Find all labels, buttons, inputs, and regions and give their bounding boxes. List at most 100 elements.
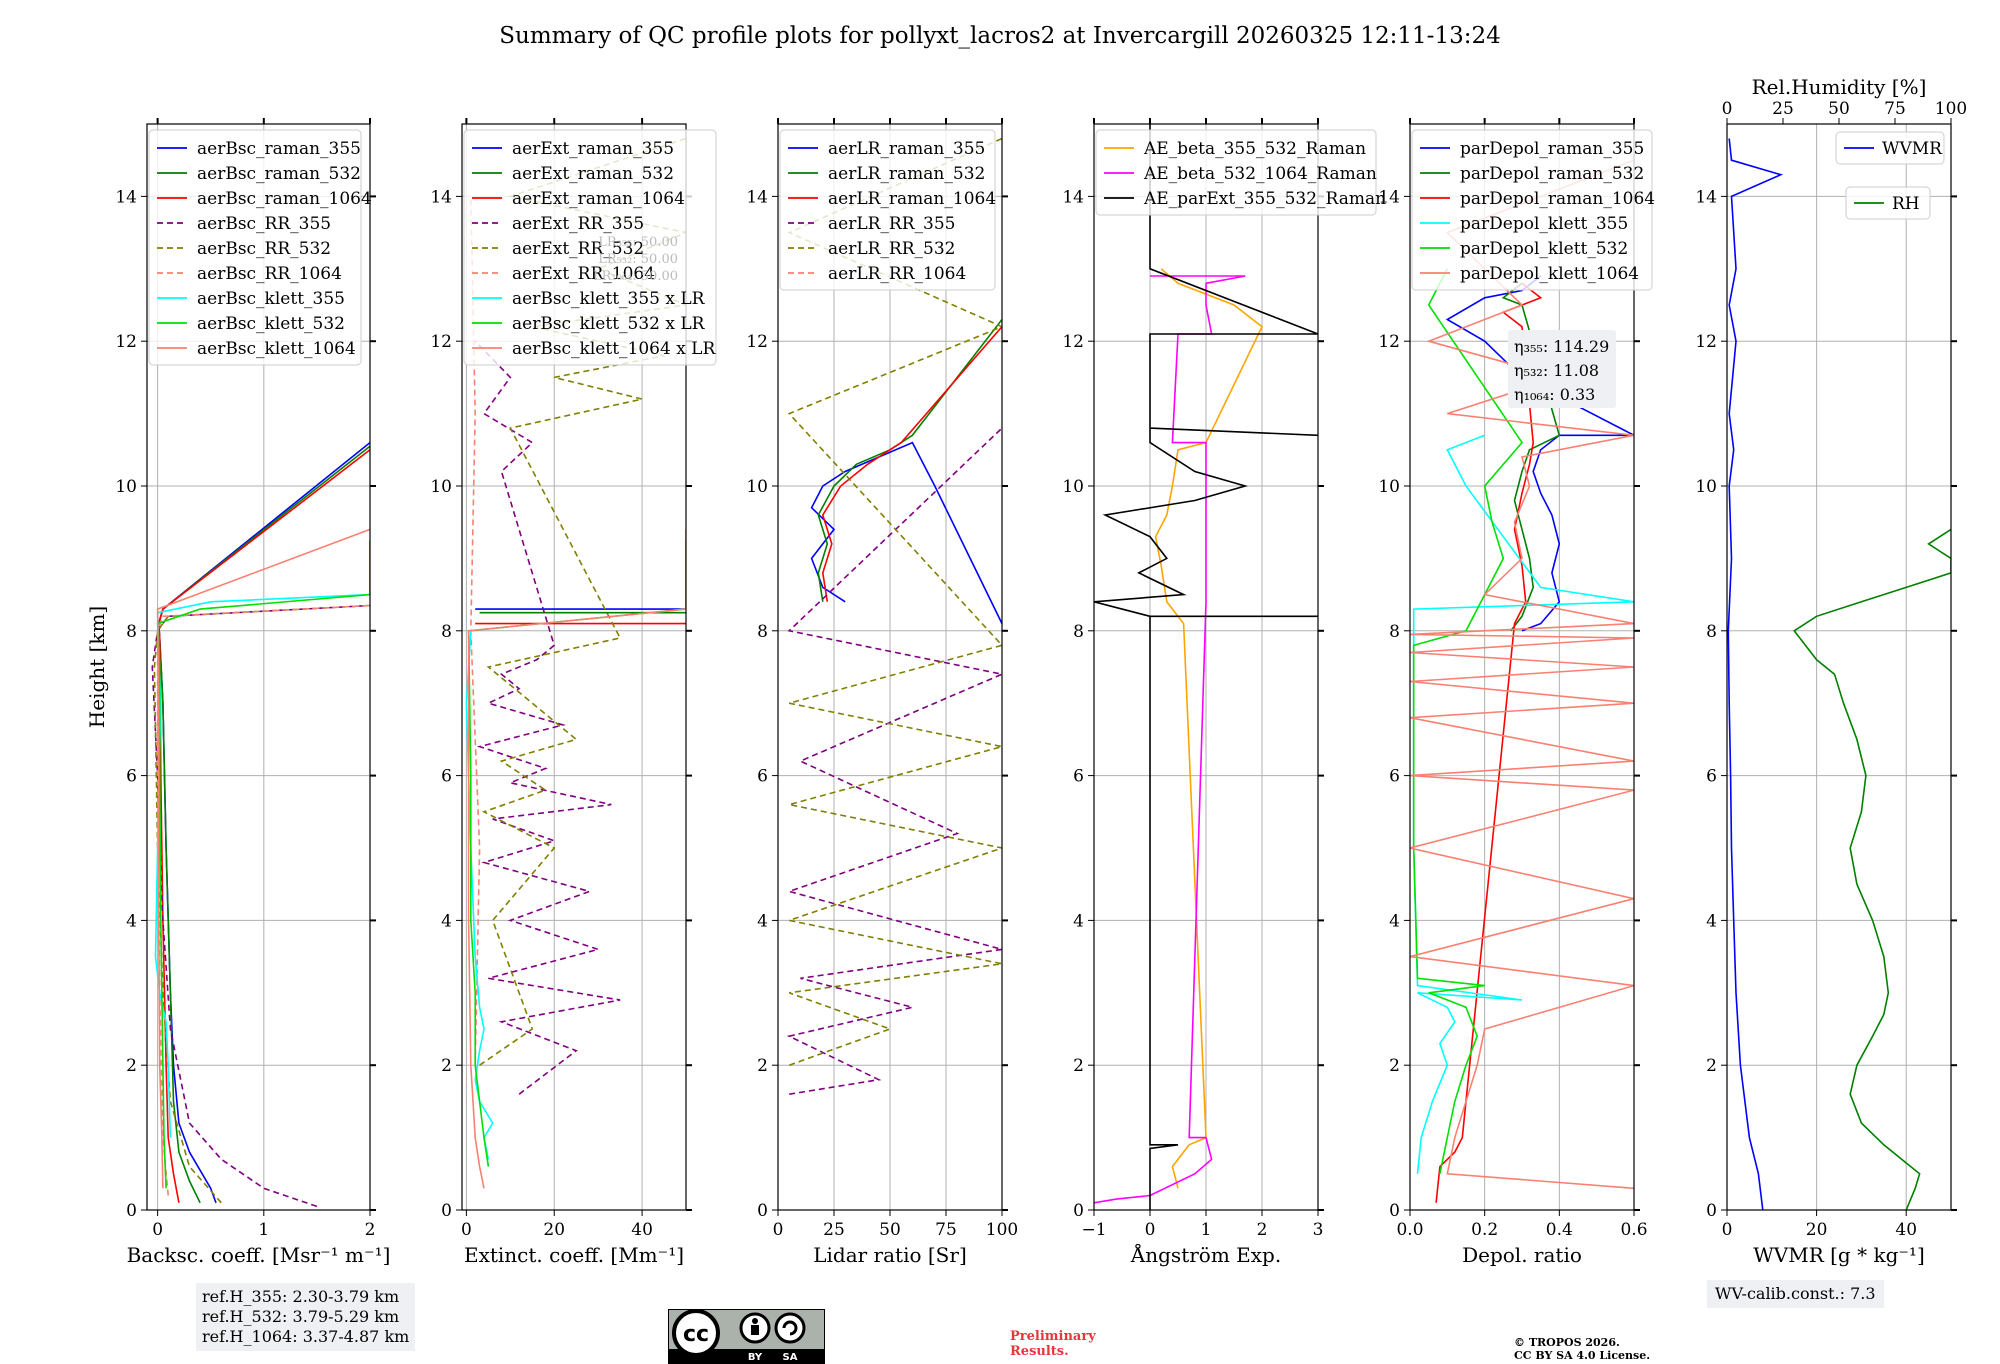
top-xtick-label: 50 — [1828, 99, 1850, 119]
legend-ext: aerExt_raman_355 aerExt_raman_532 aerExt_r… — [463, 129, 717, 366]
xtick-label: 0 — [1722, 1220, 1733, 1240]
ytick-label: 12 — [746, 332, 768, 352]
series-line-aerBsc_RR_1064 — [156, 604, 370, 1196]
series-line-WVMR — [1727, 138, 1784, 1210]
preliminary-note: Preliminary Results. — [1010, 1329, 1096, 1359]
series-line-parDepol_raman_532 — [1501, 282, 1561, 632]
xtick-label: 20 — [1806, 1220, 1828, 1240]
top-x-axis-label: Rel.Humidity [%] — [1752, 75, 1927, 99]
series-line-aerBsc_klett_532 x LR — [467, 540, 686, 1167]
ytick-label: 12 — [430, 332, 452, 352]
legend-box — [1095, 129, 1377, 216]
share-alike-icon — [774, 1312, 806, 1344]
wv-calibration-box: WV-calib.const.: 7.3 — [1707, 1280, 1884, 1308]
ytick-label: 10 — [1695, 477, 1717, 497]
legend-label: aerLR_RR_532 — [828, 239, 955, 259]
legend-label: aerBsc_raman_1064 — [197, 189, 372, 209]
legend-label: aerExt_RR_355 — [512, 214, 644, 234]
xtick-label: 0 — [773, 1220, 784, 1240]
series-line-RH — [1793, 528, 1951, 1210]
top-xtick-label: 0 — [1722, 99, 1733, 119]
legend-box — [148, 129, 362, 366]
legend-box — [463, 129, 717, 366]
ytick-label: 2 — [126, 1056, 137, 1076]
series-line-aerLR_RR_355 — [786, 427, 1002, 1095]
x-axis-label: Extinct. coeff. [Mm⁻¹] — [464, 1243, 684, 1267]
cc-sa-label: SA — [783, 1352, 798, 1363]
legend-label: parDepol_klett_1064 — [1460, 264, 1639, 284]
series-line-parDepol_klett_532 — [1412, 268, 1524, 1174]
top-xtick-label: 75 — [1884, 99, 1906, 119]
ytick-label: 2 — [441, 1056, 452, 1076]
series-line-parDepol_raman_355 — [1445, 275, 1634, 632]
series-group-wv — [1727, 138, 1951, 1210]
legend-label: aerLR_raman_355 — [828, 139, 985, 159]
axes-frame-wv — [1726, 123, 1952, 1211]
ytick-label: 14 — [115, 187, 137, 207]
xtick-label: 50 — [879, 1220, 901, 1240]
legend-label: aerExt_RR_1064 — [512, 264, 655, 284]
legend-label: aerBsc_klett_355 x LR — [512, 289, 706, 309]
legend-label: AE_beta_355_532_Raman — [1143, 139, 1366, 159]
legend-label: aerBsc_raman_532 — [197, 164, 361, 184]
series-line-parDepol_klett_1064 — [1410, 159, 1634, 1190]
xtick-label: 0.2 — [1471, 1220, 1498, 1240]
ytick-label: 14 — [1062, 187, 1084, 207]
ytick-label: 10 — [746, 477, 768, 497]
xtick-label: 0 — [1145, 1220, 1156, 1240]
lr-label: LR₅₃₂: 50.00 — [598, 252, 678, 267]
legend-label: aerBsc_RR_1064 — [197, 264, 342, 284]
xtick-label: 25 — [823, 1220, 845, 1240]
series-line-aerLR_raman_1064 — [821, 326, 1002, 602]
series-line-aerBsc_klett_532 — [156, 540, 370, 1189]
series-line-parDepol_raman_1064 — [1435, 282, 1543, 1203]
axes-frame-depol — [1409, 123, 1635, 1211]
series-group-bsc — [151, 441, 370, 1208]
legend-label: aerLR_raman_1064 — [828, 189, 996, 209]
legend-label: aerBsc_klett_355 — [197, 289, 345, 309]
legend-box — [1845, 186, 1931, 220]
series-line-aerLR_raman_532 — [817, 319, 1002, 602]
ytick-label: 4 — [1706, 911, 1717, 931]
series-line-parDepol_klett_355 — [1412, 434, 1634, 1174]
ytick-label: 2 — [757, 1056, 768, 1076]
preliminary-line-2: Results. — [1010, 1344, 1069, 1359]
ytick-label: 4 — [126, 911, 137, 931]
series-line-aerBsc_klett_1064 x LR — [467, 529, 686, 1189]
xtick-label: 0.4 — [1546, 1220, 1573, 1240]
ytick-label: 6 — [441, 767, 452, 787]
share-alike-arrow — [782, 1320, 798, 1336]
ytick-label: 8 — [1706, 622, 1717, 642]
legend-label: aerBsc_raman_355 — [197, 139, 361, 159]
ytick-label: 8 — [126, 622, 137, 642]
ytick-label: 0 — [126, 1201, 137, 1221]
panel-lr: 0 2 4 6 8 10 12 14 0 25 50 75 100 Lidar ratio [Sr] aer… — [746, 118, 1018, 1267]
preliminary-line-1: Preliminary — [1010, 1329, 1096, 1344]
ytick-label: 14 — [1378, 187, 1400, 207]
ytick-label: 6 — [1389, 767, 1400, 787]
eta-label: η₅₃₂: 11.08 — [1514, 361, 1599, 380]
xtick-label: 0 — [461, 1220, 472, 1240]
ytick-label: 10 — [1062, 477, 1084, 497]
ytick-label: 4 — [757, 911, 768, 931]
ytick-label: 8 — [1073, 622, 1084, 642]
ytick-label: 0 — [1073, 1201, 1084, 1221]
series-line-aerBsc_raman_1064 — [157, 449, 370, 1203]
x-axis-label: WVMR [g * kg⁻¹] — [1753, 1243, 1925, 1267]
ytick-label: 14 — [430, 187, 452, 207]
series-line-aerBsc_klett_1064 — [156, 528, 370, 1189]
x-axis-label: Ångström Exp. — [1130, 1242, 1281, 1267]
y-axis-label: Height [km] — [85, 606, 109, 728]
ytick-label: 6 — [1073, 767, 1084, 787]
ytick-label: 10 — [115, 477, 137, 497]
ref-h-1064: ref.H_1064: 3.37-4.87 km — [202, 1327, 410, 1346]
xtick-label: 0 — [152, 1220, 163, 1240]
ytick-label: 14 — [1695, 187, 1717, 207]
xtick-label: 100 — [986, 1220, 1018, 1240]
xtick-label: 1 — [1201, 1220, 1212, 1240]
series-group-depol — [1410, 159, 1634, 1203]
ref-h-355: ref.H_355: 2.30-3.79 km — [202, 1287, 400, 1306]
legend-label: aerExt_raman_532 — [512, 164, 674, 184]
